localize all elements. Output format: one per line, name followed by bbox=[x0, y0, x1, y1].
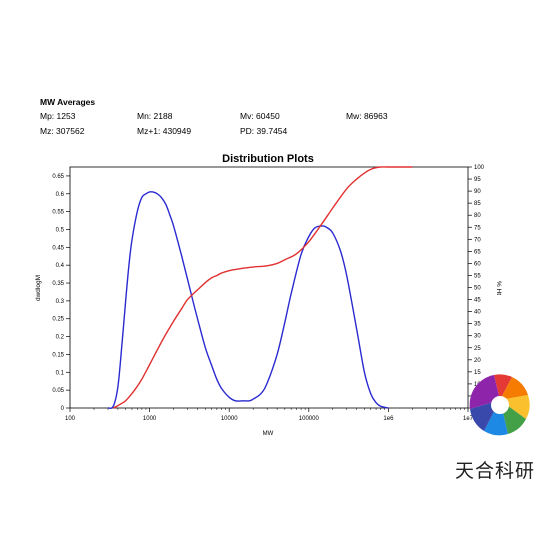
y-tick-label: 0.6 bbox=[56, 192, 65, 198]
y2-tick-label: 100 bbox=[474, 165, 485, 171]
mz1-value: Mz+1: 430949 bbox=[137, 126, 192, 136]
y2-tick-label: 80 bbox=[474, 213, 481, 219]
y-tick-label: 0.4 bbox=[56, 263, 65, 269]
y2-tick-label: 65 bbox=[474, 249, 481, 255]
y2-tick-label: 20 bbox=[474, 358, 481, 364]
mwd-curve bbox=[107, 191, 389, 410]
y2-tick-label: 55 bbox=[474, 273, 481, 279]
mw-value: Mw: 86963 bbox=[346, 111, 388, 121]
y2-tick-label: 30 bbox=[474, 334, 481, 340]
y-tick-label: 0.1 bbox=[56, 370, 65, 376]
y-tick-label: 0 bbox=[61, 406, 65, 412]
y2-tick-label: 95 bbox=[474, 177, 481, 183]
x-axis-label: MW bbox=[263, 431, 274, 437]
y2-tick-label: 25 bbox=[474, 346, 481, 352]
mz-value: Mz: 307562 bbox=[40, 126, 85, 136]
y-tick-label: 0.05 bbox=[52, 388, 64, 394]
y2-tick-label: 70 bbox=[474, 237, 481, 243]
y2-tick-label: 90 bbox=[474, 189, 481, 195]
y-tick-label: 0.2 bbox=[56, 335, 65, 341]
y2-tick-label: 45 bbox=[474, 298, 481, 304]
x-tick-label: 1000 bbox=[143, 416, 157, 422]
watermark-text: 天合科研 bbox=[455, 460, 536, 482]
cumulative-curve bbox=[112, 166, 413, 409]
y2-tick-label: 75 bbox=[474, 225, 481, 231]
mw-averages-title: MW Averages bbox=[40, 97, 96, 107]
y-tick-label: 0.5 bbox=[56, 227, 65, 233]
x-tick-label: 1e6 bbox=[383, 416, 394, 422]
x-tick-label: 100000 bbox=[299, 416, 320, 422]
y-tick-label: 0.15 bbox=[52, 352, 64, 358]
logo-icon bbox=[469, 374, 530, 436]
y2-tick-label: 50 bbox=[474, 286, 481, 292]
axes bbox=[69, 166, 469, 409]
y2-tick-label: 85 bbox=[474, 201, 481, 207]
x-tick-label: 10000 bbox=[221, 416, 238, 422]
plot-frame bbox=[69, 166, 469, 409]
mn-value: Mn: 2188 bbox=[137, 111, 173, 121]
mp-value: Mp: 1253 bbox=[40, 111, 76, 121]
ticks: 100 1000 10000 100000 1e6 1e7 0 0.05 0.1 0.15 0.2 0… bbox=[52, 165, 484, 422]
y-tick-label: 0.55 bbox=[52, 210, 64, 216]
y-tick-label: 0.45 bbox=[52, 245, 64, 251]
y2-tick-label: 40 bbox=[474, 310, 481, 316]
y-tick-label: 0.65 bbox=[52, 174, 64, 180]
chart-title: Distribution Plots bbox=[222, 153, 314, 165]
series bbox=[107, 166, 413, 410]
y-tick-label: 0.25 bbox=[52, 317, 64, 323]
mv-value: Mv: 60450 bbox=[240, 111, 280, 121]
pd-value: PD: 39.7454 bbox=[240, 126, 288, 136]
y2-axis-label: % Ht bbox=[495, 281, 502, 295]
y2-tick-label: 35 bbox=[474, 322, 481, 328]
y2-tick-label: 15 bbox=[474, 370, 481, 376]
y-axis-label: dwdlogM bbox=[35, 275, 42, 301]
x-tick-label: 100 bbox=[65, 416, 76, 422]
y2-tick-label: 60 bbox=[474, 261, 481, 267]
x-tick-label: 1e7 bbox=[463, 416, 474, 422]
y-tick-label: 0.3 bbox=[56, 299, 65, 305]
y-tick-label: 0.35 bbox=[52, 281, 64, 287]
